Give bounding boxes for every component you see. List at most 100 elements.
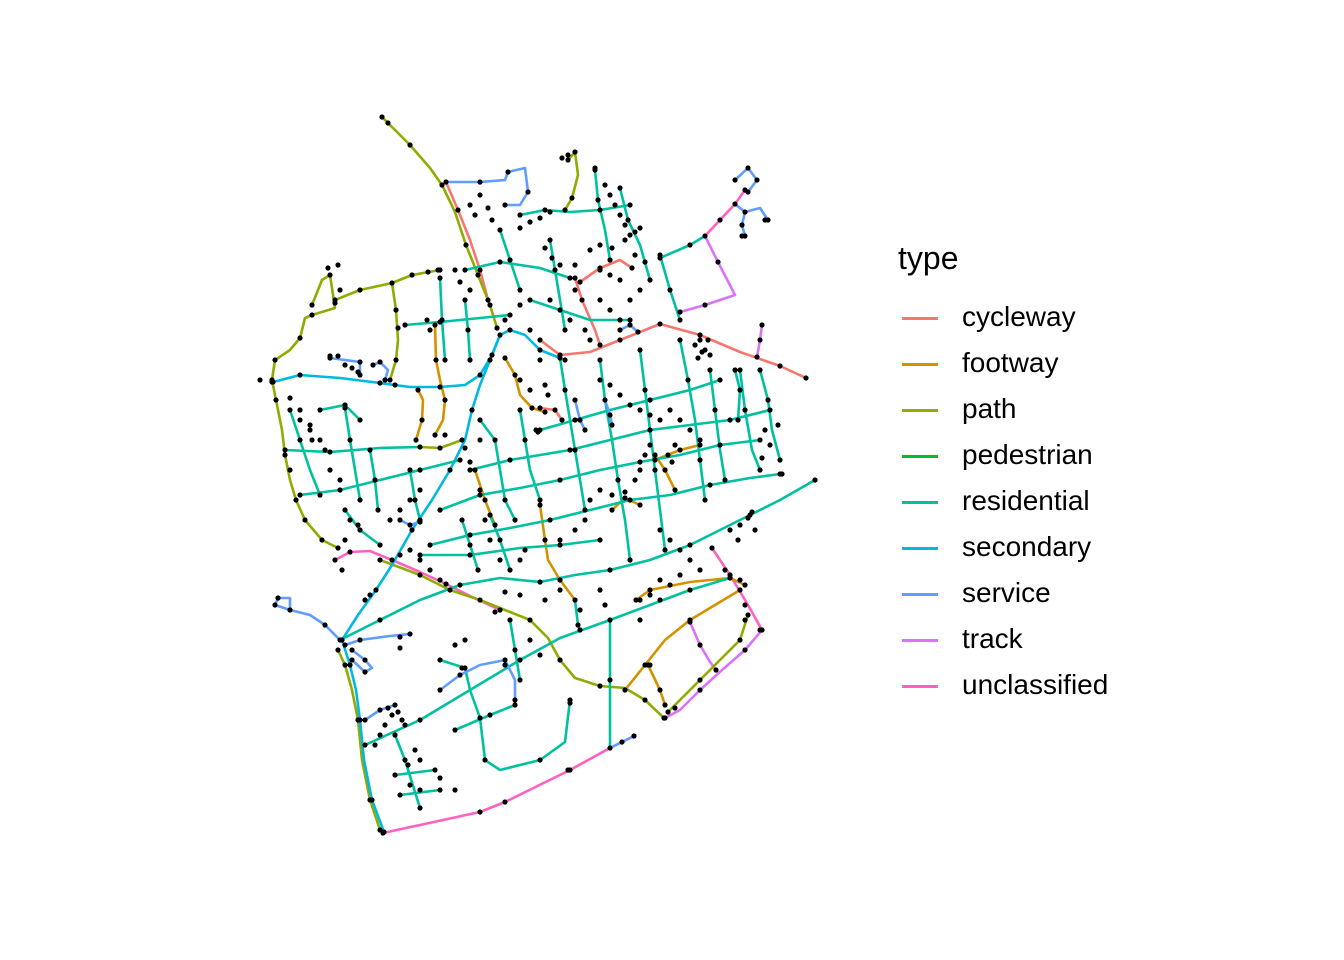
road-node bbox=[507, 617, 513, 623]
road-node bbox=[697, 457, 703, 463]
road-node bbox=[677, 309, 683, 315]
road-node bbox=[517, 557, 523, 563]
road-node bbox=[737, 367, 743, 373]
road-node bbox=[409, 272, 415, 278]
road-node bbox=[597, 683, 603, 689]
road-node bbox=[377, 617, 383, 623]
road-node bbox=[697, 442, 703, 448]
road-node bbox=[417, 519, 423, 525]
road-footway bbox=[414, 388, 425, 442]
road-node bbox=[572, 262, 578, 268]
legend-label-residential: residential bbox=[962, 485, 1090, 516]
road-node bbox=[595, 197, 601, 203]
road-node bbox=[737, 387, 743, 393]
road-node bbox=[433, 357, 439, 363]
road-node bbox=[367, 447, 373, 453]
road-node bbox=[437, 775, 443, 781]
road-node bbox=[347, 437, 353, 443]
road-node bbox=[617, 337, 623, 343]
road-node bbox=[732, 201, 738, 207]
road-node bbox=[467, 287, 473, 293]
road-node bbox=[375, 507, 381, 513]
road-node bbox=[687, 587, 693, 593]
road-node bbox=[762, 217, 768, 223]
road-node bbox=[669, 459, 675, 465]
road-residential bbox=[708, 368, 727, 482]
road-node bbox=[727, 417, 733, 423]
road-node bbox=[477, 809, 483, 815]
road-node bbox=[739, 222, 745, 228]
road-node bbox=[502, 589, 508, 595]
road-node bbox=[357, 527, 363, 533]
road-footway bbox=[646, 663, 667, 707]
road-node bbox=[707, 367, 713, 373]
road-node bbox=[715, 259, 721, 265]
road-unclassified bbox=[381, 734, 636, 835]
road-node bbox=[502, 317, 508, 323]
road-node bbox=[337, 637, 343, 643]
road-node bbox=[692, 342, 698, 348]
road-node bbox=[572, 397, 578, 403]
road-node bbox=[437, 687, 443, 693]
road-node bbox=[385, 705, 391, 711]
road-node bbox=[607, 677, 613, 683]
road-node bbox=[349, 647, 355, 653]
road-node bbox=[482, 497, 488, 503]
road-node bbox=[629, 265, 635, 271]
road-node bbox=[462, 637, 468, 643]
road-node bbox=[665, 452, 671, 458]
road-node bbox=[342, 362, 348, 368]
legend-item-cycleway: cycleway bbox=[898, 295, 1076, 341]
legend-item-path: path bbox=[898, 387, 1017, 433]
legend-label-footway: footway bbox=[962, 347, 1059, 378]
road-service bbox=[438, 658, 517, 702]
road-node bbox=[677, 317, 683, 323]
road-node bbox=[657, 417, 663, 423]
road-node bbox=[362, 742, 368, 748]
road-node bbox=[419, 417, 425, 423]
road-path bbox=[666, 613, 750, 714]
road-node bbox=[635, 329, 641, 335]
road-unclassified bbox=[703, 188, 747, 238]
road-node bbox=[609, 245, 615, 251]
road-service bbox=[371, 360, 390, 382]
road-node bbox=[557, 542, 563, 548]
legend-label-path: path bbox=[962, 393, 1017, 424]
road-node bbox=[572, 417, 578, 423]
road-node bbox=[335, 647, 341, 653]
road-node bbox=[335, 353, 341, 359]
road-node bbox=[413, 437, 419, 443]
road-residential bbox=[518, 203, 632, 217]
road-node bbox=[392, 382, 398, 388]
road-node bbox=[717, 377, 723, 383]
road-node bbox=[602, 182, 608, 188]
road-node bbox=[627, 557, 633, 563]
road-node bbox=[463, 242, 469, 248]
road-node bbox=[293, 497, 299, 503]
road-node bbox=[497, 227, 503, 233]
road-service bbox=[733, 202, 770, 222]
road-node bbox=[697, 567, 703, 573]
road-node bbox=[627, 232, 633, 238]
road-node bbox=[377, 707, 383, 713]
road-node bbox=[765, 397, 771, 403]
road-node bbox=[567, 447, 573, 453]
road-node bbox=[342, 405, 348, 411]
road-node bbox=[439, 182, 445, 188]
legend-key-unclassified bbox=[902, 685, 938, 688]
road-node bbox=[432, 767, 438, 773]
road-node bbox=[767, 407, 773, 413]
road-node bbox=[565, 157, 571, 163]
road-node bbox=[482, 757, 488, 763]
road-node bbox=[397, 552, 403, 558]
road-node bbox=[667, 582, 673, 588]
road-node bbox=[572, 149, 578, 155]
road-node bbox=[397, 634, 403, 640]
road-node bbox=[737, 577, 743, 583]
road-node bbox=[607, 567, 613, 573]
road-node bbox=[672, 442, 678, 448]
road-node bbox=[459, 665, 465, 671]
road-node bbox=[749, 509, 755, 515]
road-node bbox=[417, 787, 423, 793]
